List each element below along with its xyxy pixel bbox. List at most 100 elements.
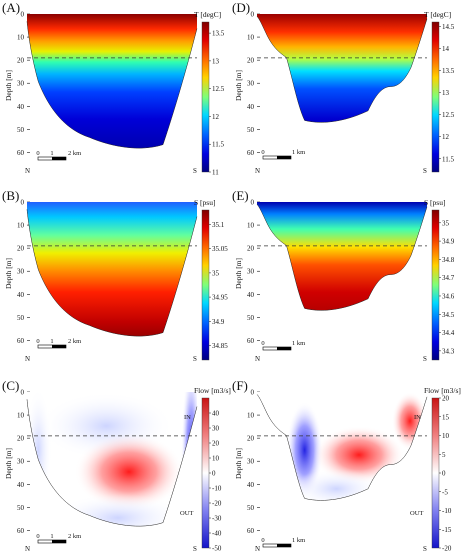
depth-tick-label: 40	[17, 291, 25, 299]
panel-a: (A) Depth [m] 0 10 20 30 40 50 60 N S 0 1 2 km T [degC…	[2, 0, 225, 177]
section-field	[257, 202, 427, 352]
north-label: N	[255, 545, 260, 553]
colorbar-tick-label: 34.6	[442, 292, 455, 300]
depth-axis-title: Depth [m]	[4, 448, 13, 479]
colorbar-tick-label: 34.7	[442, 274, 455, 282]
bathymetry-outline	[27, 209, 197, 336]
colorbar-tick-label: 12	[442, 133, 450, 141]
scale-bar-segment	[52, 345, 66, 348]
scale-label: 1	[50, 533, 53, 540]
colorbar-tick-label: 13	[212, 57, 220, 65]
depth-tick-label: 30	[17, 80, 25, 88]
depth-tick-label: 20	[17, 435, 25, 443]
colorbar-tick-label: 34.85	[212, 342, 228, 350]
depth-tick-label: 20	[17, 245, 25, 253]
depth-tick-label: 50	[17, 126, 25, 134]
colorbar-tick-label: 12	[212, 113, 220, 121]
depth-axis-title: Depth [m]	[4, 70, 13, 101]
depth-tick-label: 20	[247, 435, 255, 443]
colorbar-tick-label: 20	[442, 395, 450, 403]
scale-label: 0	[36, 533, 39, 540]
depth-tick-label: 50	[17, 504, 25, 512]
scale-label: 0	[261, 340, 264, 347]
scale-label: 0	[36, 338, 39, 345]
depth-tick-label: 10	[247, 222, 255, 230]
inflow-label: IN	[414, 414, 421, 421]
section-field	[27, 14, 197, 164]
depth-tick-label: 60	[17, 337, 25, 345]
colorbar-tick-label: 34.8	[442, 256, 455, 264]
depth-axis-title: Depth [m]	[4, 258, 13, 289]
colorbar-tick-label: 35	[212, 269, 220, 277]
depth-tick-label: 60	[17, 149, 25, 157]
depth-tick-label: 30	[17, 268, 25, 276]
scale-bar-segment	[277, 156, 291, 159]
colorbar-tick-label: 10	[212, 455, 220, 463]
depth-tick-label: 40	[247, 481, 255, 489]
colorbar-tick-label: 12.5	[442, 111, 455, 119]
depth-tick-label: 10	[17, 34, 25, 42]
scale-bar-segment	[277, 347, 291, 350]
colorbar-title: T [degC]	[424, 10, 451, 19]
panel-c: (C) Depth [m] 0 10 20 30 40 50 60 N S 0 1 2 km Flow [m…	[2, 378, 231, 553]
north-label: N	[25, 545, 30, 553]
colorbar-tick-label: 13.5	[442, 67, 455, 75]
colorbar-tick-label: 5	[442, 451, 446, 459]
colorbar-tick-label: 34.9	[212, 318, 225, 326]
panel-letter: (B)	[2, 188, 19, 203]
panel-letter: (C)	[2, 378, 19, 393]
colorbar-tick-label: 14.5	[442, 23, 455, 31]
colorbar-tick-label: 14	[442, 45, 450, 53]
depth-axis-title: Depth [m]	[234, 258, 243, 289]
panel-letter: (D)	[232, 0, 250, 15]
colorbar-tick-label: 13	[442, 89, 450, 97]
panel-letter: (A)	[2, 0, 20, 15]
colorbar: Flow [m3/s]20 15 10 5 0 -5 -10 -15 -20 IN OUT	[410, 386, 461, 553]
depth-tick-label: 40	[247, 103, 255, 111]
colorbar-gradient	[201, 21, 210, 173]
panel-letter: (E)	[232, 188, 249, 203]
colorbar-tick-label: 35.1	[212, 221, 225, 229]
scale-label: 2 km	[68, 533, 81, 540]
depth-tick-label: 40	[17, 481, 25, 489]
depth-tick-label: 0	[21, 389, 25, 397]
depth-tick-label: 10	[247, 412, 255, 420]
colorbar-title: S [psu]	[424, 198, 445, 207]
depth-tick-label: 0	[251, 199, 255, 207]
bathymetry-outline	[27, 399, 197, 526]
colorbar-tick-label: 30	[212, 425, 220, 433]
colorbar-tick-label: 11.5	[442, 155, 454, 163]
depth-tick-label: 30	[17, 458, 25, 466]
scale-label: 2 km	[68, 150, 81, 157]
north-label: N	[25, 167, 30, 175]
colorbar-tick-label: 34.3	[442, 347, 455, 355]
depth-tick-label: 0	[21, 199, 25, 207]
colorbar-tick-label: 40	[212, 410, 220, 418]
section-field	[257, 392, 428, 542]
bathymetry-outline	[27, 21, 197, 148]
colorbar-tick-label: 15	[442, 413, 450, 421]
scale-label: 1	[50, 150, 53, 157]
colorbar: S [psu] 35 34.9 34.8 34.7 34.6 34.5 34.4 34.3	[424, 198, 455, 361]
scale-label: 0	[261, 149, 264, 156]
colorbar-title: T [degC]	[194, 10, 221, 19]
outflow-label: OUT	[410, 510, 423, 517]
colorbar-tick-label: -20	[442, 545, 452, 553]
colorbar-tick-label: 12.5	[212, 85, 225, 93]
depth-tick-label: 10	[247, 34, 255, 42]
depth-tick-label: 10	[17, 222, 25, 230]
colorbar-title: S [psu]	[194, 198, 215, 207]
depth-tick-label: 50	[247, 126, 255, 134]
colorbar-tick-label: 35	[442, 219, 450, 227]
panel-d: (D) Depth [m] 0 10 20 30 40 50 60 N S 0 1 km T [degC]…	[232, 0, 455, 175]
colorbar-tick-label: 13.5	[212, 30, 225, 38]
scale-label: 1 km	[292, 537, 305, 544]
scale-label: 2 km	[68, 338, 81, 345]
colorbar-tick-label: -10	[442, 507, 452, 515]
bathymetry-outline	[257, 394, 427, 500]
scale-label: 1 km	[292, 149, 305, 156]
depth-tick-label: 60	[247, 149, 255, 157]
